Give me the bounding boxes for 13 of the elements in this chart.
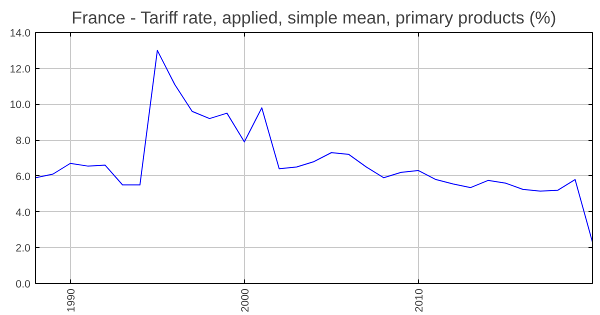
- y-tick-label: 4.0: [16, 206, 31, 219]
- y-tick-label: 2.0: [16, 242, 31, 255]
- y-tick-label: 6.0: [16, 170, 31, 183]
- y-tick-label: 10.0: [10, 99, 31, 112]
- y-tick-label: 14.0: [10, 28, 31, 40]
- chart-title: France - Tariff rate, applied, simple mean, primary products (%): [71, 8, 556, 28]
- line-series: [36, 50, 592, 243]
- x-tick-label: 1990: [65, 288, 78, 312]
- x-tick-label: 2010: [413, 288, 426, 312]
- y-tick-label: 0.0: [16, 278, 31, 290]
- y-tick-label: 12.0: [10, 63, 31, 76]
- x-tick-label: 2000: [239, 288, 252, 312]
- y-tick-label: 8.0: [16, 135, 31, 148]
